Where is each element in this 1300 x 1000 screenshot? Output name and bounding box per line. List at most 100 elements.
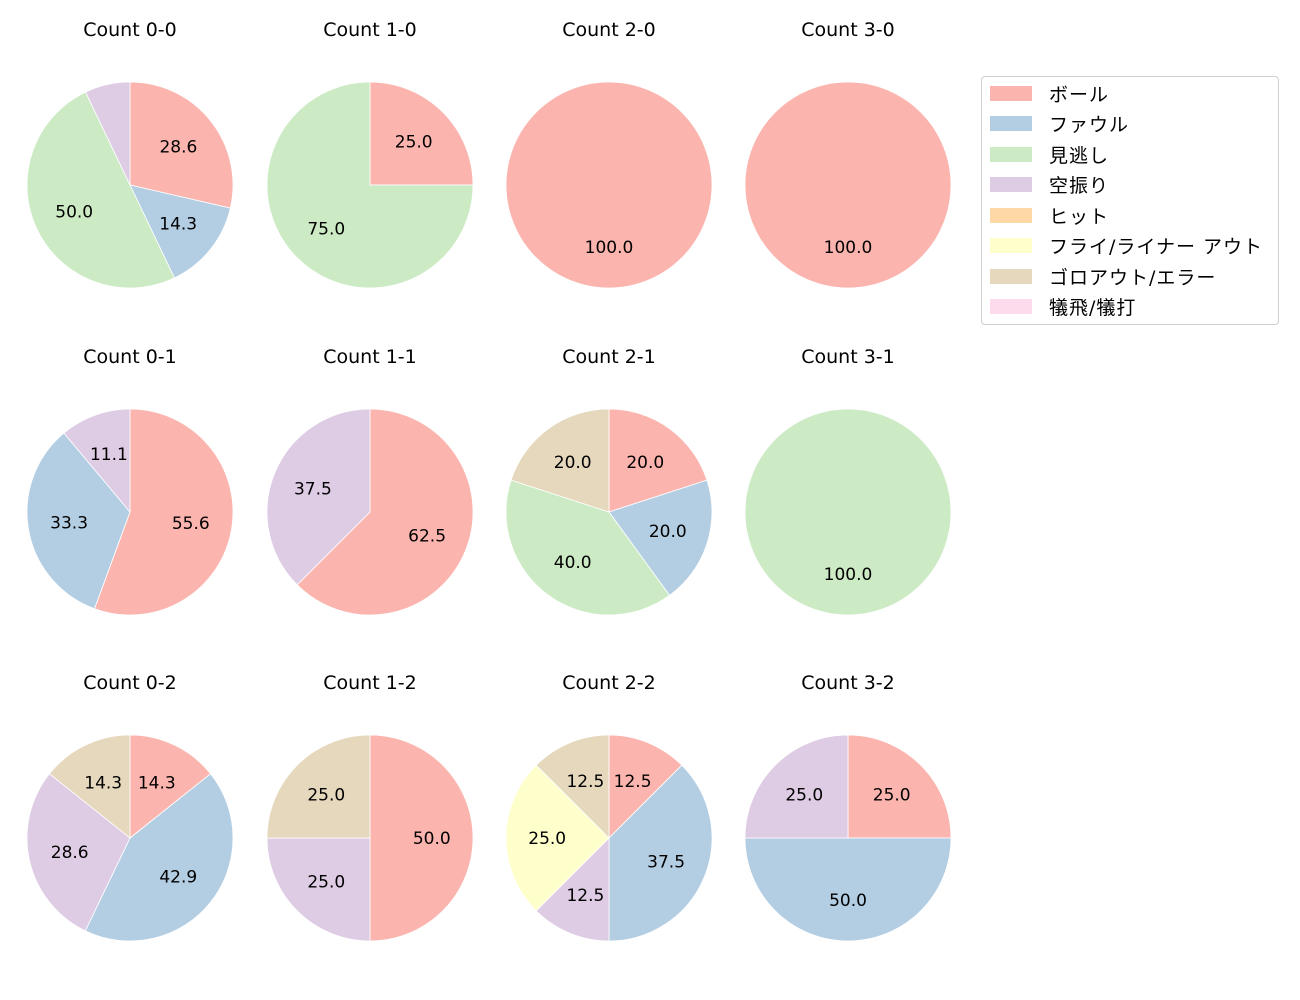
pie-slice: [26, 432, 131, 610]
pie-count-0-1: Count 0-1 55.6 33.3 11.1: [26, 346, 234, 616]
pie-title: Count 2-0: [562, 19, 656, 41]
legend-swatch: [990, 85, 1032, 101]
legend-label: フライ/ライナー アウト: [1049, 236, 1264, 258]
slice-label: 33.3: [50, 514, 88, 534]
slice-label: 25.0: [873, 785, 911, 805]
pie-slice: [510, 408, 610, 513]
pie-title: Count 3-0: [801, 19, 895, 41]
slice-label: 37.5: [647, 853, 685, 873]
legend-swatch: [990, 268, 1032, 284]
pie-title: Count 1-2: [323, 672, 417, 694]
slice-label: 37.5: [294, 479, 332, 499]
legend-label: 犠飛/犠打: [1049, 297, 1137, 319]
slice-label: 100.0: [824, 238, 873, 258]
pie-slice: [266, 837, 371, 942]
slice-label: 12.5: [566, 772, 604, 792]
slice-label: 25.0: [395, 132, 433, 152]
legend-swatch: [990, 207, 1032, 223]
slice-label: 12.5: [614, 772, 652, 792]
legend-item-swinging-strike: 空振り: [990, 174, 1110, 197]
pie-slice: [369, 81, 474, 186]
pie-count-2-1: Count 2-1 20.0 20.0 40.0 20.0: [505, 346, 713, 616]
slice-label: 14.3: [84, 773, 122, 793]
pie-count-2-0: Count 2-0 100.0: [505, 19, 713, 289]
pie-slice: [744, 81, 952, 289]
pie-slice: [129, 184, 231, 279]
pie-title: Count 0-0: [83, 19, 177, 41]
legend-label: ゴロアウト/エラー: [1049, 266, 1217, 289]
pie-slice: [129, 734, 212, 839]
legend-swatch: [990, 116, 1032, 131]
slice-label: 20.0: [554, 453, 592, 473]
slice-label: 25.0: [528, 829, 566, 849]
pie-slice: [847, 734, 952, 839]
pie-slice: [129, 81, 234, 209]
slice-label: 42.9: [159, 868, 197, 888]
pie-slice: [608, 408, 708, 513]
slice-label: 55.6: [172, 514, 210, 534]
slice-label: 25.0: [307, 785, 345, 805]
pie-title: Count 3-2: [801, 672, 895, 694]
pie-slice: [369, 734, 474, 942]
pie-slice: [505, 479, 671, 616]
pie-count-3-0: Count 3-0 100.0: [744, 19, 952, 289]
pie-slice: [266, 81, 474, 289]
pie-count-3-1: Count 3-1 100.0: [744, 346, 952, 616]
legend-item-ground-out-error: ゴロアウト/エラー: [990, 265, 1217, 289]
slice-label: 25.0: [307, 873, 345, 893]
slice-label: 14.3: [159, 215, 197, 235]
slice-label: 28.6: [51, 843, 89, 863]
pie-slice: [266, 734, 371, 839]
slice-label: 20.0: [626, 453, 664, 473]
legend-label: ボール: [1049, 83, 1110, 106]
pie-count-1-0: Count 1-0 25.0 75.0: [266, 19, 474, 289]
pie-slice: [744, 837, 952, 942]
legend-item-hit: ヒット: [990, 204, 1110, 228]
slice-label: 100.0: [585, 238, 634, 258]
pie-slice: [266, 408, 371, 586]
slice-label: 25.0: [785, 785, 823, 805]
pie-slice: [93, 408, 234, 616]
pie-count-3-2: Count 3-2 25.0 50.0 25.0: [744, 672, 952, 942]
legend-item-ball: ボール: [990, 82, 1110, 106]
pie-slice: [608, 479, 713, 596]
slice-label: 62.5: [408, 527, 446, 547]
slice-label: 50.0: [413, 829, 451, 849]
pie-slice: [85, 81, 131, 186]
pie-count-1-1: Count 1-1 62.5 37.5: [266, 346, 474, 616]
legend-label: 空振り: [1049, 175, 1110, 197]
legend-label: ファウル: [1049, 114, 1130, 136]
pie-slice: [608, 734, 683, 839]
pie-slice: [505, 764, 610, 912]
legend-swatch: [990, 299, 1032, 314]
pie-slice: [744, 734, 849, 839]
slice-label: 40.0: [554, 553, 592, 573]
legend-label: ヒット: [1049, 205, 1110, 228]
pie-slice: [48, 734, 131, 839]
pie-title: Count 2-2: [562, 672, 656, 694]
pie-slice: [26, 773, 131, 932]
pie-slice: [84, 773, 234, 942]
pie-title: Count 0-2: [83, 672, 177, 694]
pie-slice: [296, 408, 474, 616]
slice-label: 20.0: [649, 522, 687, 542]
slice-label: 75.0: [307, 220, 345, 240]
pie-slice: [505, 81, 713, 289]
pie-slice: [535, 734, 610, 839]
pie-slice: [26, 91, 175, 289]
legend-swatch: [990, 238, 1032, 253]
legend-label: 見逃し: [1049, 144, 1110, 167]
slice-label: 14.3: [138, 773, 176, 793]
legend-item-sacrifice: 犠飛/犠打: [990, 296, 1137, 319]
pie-slice: [608, 764, 713, 942]
slice-label: 12.5: [566, 886, 604, 906]
slice-label: 28.6: [159, 138, 197, 158]
chart-legend: ボール ファウル 見逃し 空振り ヒット フライ/ライナー アウト ゴロアウト/…: [981, 76, 1279, 325]
pie-count-1-2: Count 1-2 50.0 25.0 25.0: [266, 672, 474, 942]
legend-item-fly-liner-out: フライ/ライナー アウト: [990, 235, 1264, 258]
pie-slice: [63, 408, 131, 514]
pie-title: Count 3-1: [801, 346, 895, 368]
pie-title: Count 1-0: [323, 19, 417, 41]
legend-item-called-strike: 見逃し: [990, 143, 1110, 167]
